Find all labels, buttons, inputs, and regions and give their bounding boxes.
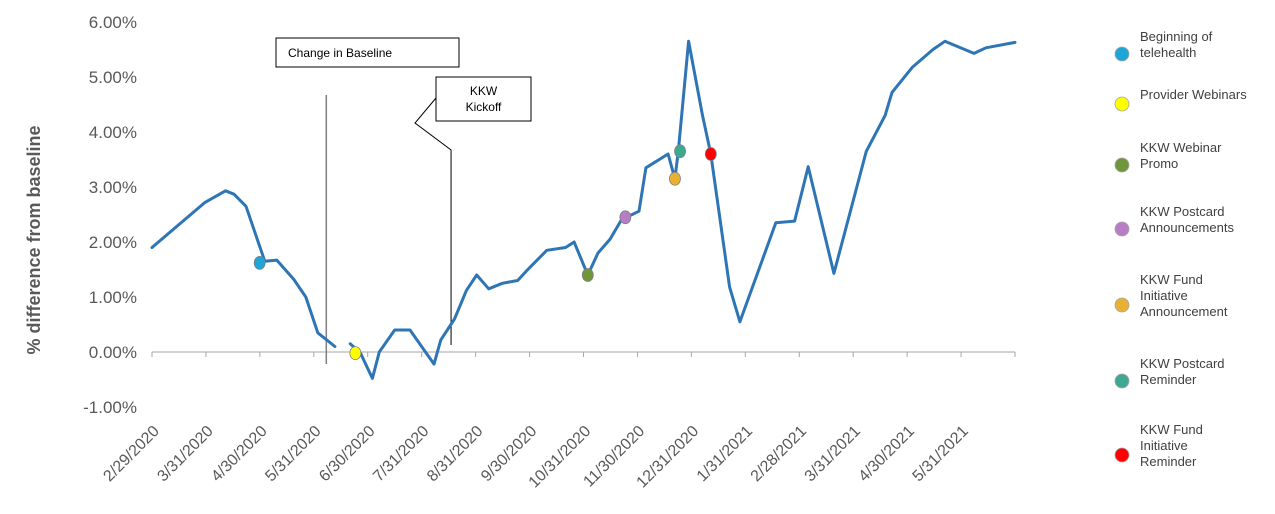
y-tick-label: 4.00% — [89, 123, 137, 142]
x-tick-label: 6/30/2020 — [316, 423, 378, 485]
y-tick-label: -1.00% — [83, 398, 137, 417]
x-tick-label: 3/31/2021 — [802, 423, 864, 485]
y-tick-label: 5.00% — [89, 68, 137, 87]
x-tick-label: 5/31/2020 — [262, 423, 324, 485]
legend-marker — [1114, 297, 1130, 313]
legend-marker — [1114, 373, 1130, 389]
y-tick-label: 1.00% — [89, 288, 137, 307]
x-tick-label: 1/31/2021 — [694, 423, 756, 485]
event-marker — [253, 255, 266, 270]
x-tick-label: 2/29/2020 — [100, 423, 162, 485]
legend-marker — [1114, 96, 1130, 112]
legend-label: KKW Postcard Announcements — [1140, 204, 1234, 235]
kkw-kickoff-label: KKW Kickoff — [466, 84, 502, 114]
legend-marker — [1114, 46, 1130, 62]
change-in-baseline-label: Change in Baseline — [288, 46, 392, 60]
legend-marker — [1114, 157, 1130, 173]
legend-label: Provider Webinars — [1140, 87, 1247, 102]
series-line — [348, 39, 1017, 380]
y-tick-label: 0.00% — [89, 343, 137, 362]
y-tick-label: 3.00% — [89, 178, 137, 197]
event-marker — [349, 346, 362, 361]
event-marker — [669, 171, 681, 186]
x-tick-label: 3/31/2020 — [154, 423, 216, 485]
legend-label: KKW Webinar Promo — [1140, 140, 1222, 171]
kkw-kickoff-callout-line — [414, 97, 452, 345]
x-tick-label: 7/31/2020 — [370, 423, 432, 485]
legend-label: KKW Fund Initiative Announcement — [1140, 272, 1228, 319]
y-axis-title: % difference from baseline — [24, 125, 44, 354]
kkw-kickoff-box — [435, 76, 532, 122]
x-tick-label: 4/30/2020 — [208, 423, 270, 485]
x-tick-label: 4/30/2021 — [856, 423, 918, 485]
event-marker — [704, 147, 717, 161]
legend-marker — [1114, 221, 1130, 237]
legend-marker — [1114, 447, 1130, 463]
y-tick-label: 2.00% — [89, 233, 137, 252]
y-tick-label: 6.00% — [89, 13, 137, 32]
legend-label: KKW Postcard Reminder — [1140, 356, 1225, 387]
change-in-baseline-box — [275, 37, 460, 68]
event-marker — [619, 210, 632, 225]
legend-label: Beginning of telehealth — [1140, 29, 1213, 60]
x-tick-label: 5/31/2021 — [910, 423, 972, 485]
x-tick-label: 2/28/2021 — [748, 423, 810, 485]
legend-label: KKW Fund Initiative Reminder — [1140, 422, 1203, 469]
x-tick-label: 8/31/2020 — [424, 423, 486, 485]
event-marker — [674, 144, 686, 159]
series-line — [150, 189, 337, 348]
event-marker — [581, 268, 594, 282]
